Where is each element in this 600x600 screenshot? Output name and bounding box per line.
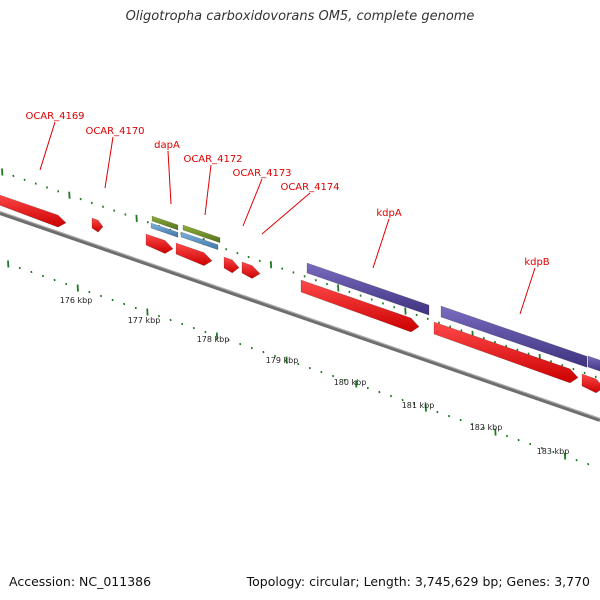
operon-band-cont	[587, 355, 600, 372]
cds-arrow-kdpA	[300, 279, 420, 333]
gene-label-kdpB: kdpB	[524, 257, 549, 268]
gene-label-kdpA: kdpA	[376, 208, 401, 219]
scale-label: 182 kbp	[470, 423, 503, 432]
cds-arrow-OCAR_4172	[175, 242, 213, 266]
leader-line-OCAR-4169	[39, 121, 56, 171]
page-title: Oligotropha carboxidovorans OM5, complet…	[125, 9, 475, 24]
leader-line-OCAR-4173	[242, 178, 263, 227]
scale-label: 177 kbp	[128, 316, 161, 325]
tick-rows	[1, 168, 597, 466]
leader-line-OCAR-4174	[261, 192, 311, 235]
backbone-highlight	[0, 211, 600, 419]
cds-arrow-OCAR_4174	[241, 261, 261, 279]
gene-label-OCAR-4170: OCAR_4170	[85, 126, 144, 137]
backbone-layer	[0, 211, 600, 422]
cds-arrow-OCAR_4169	[0, 194, 67, 228]
trna-band-2	[180, 231, 219, 251]
cds-arrow-cont	[581, 373, 600, 394]
cds-arrow-OCAR_4173	[223, 256, 240, 274]
accession-text: Accession: NC_011386	[9, 574, 152, 589]
gene-label-OCAR-4174: OCAR_4174	[280, 182, 339, 193]
leader-line-kdpB	[519, 267, 536, 315]
scale-label: 181 kbp	[402, 401, 435, 410]
leader-line-dapA	[167, 150, 172, 205]
operon-band-kdpA	[306, 262, 430, 316]
scale-label: 180 kbp	[334, 378, 367, 387]
scale-label: 176 kbp	[60, 296, 93, 305]
gene-label-OCAR-4173: OCAR_4173	[232, 168, 291, 179]
feature-layer	[0, 194, 600, 394]
scale-layer: 176 kbp 177 kbp 178 kbp 179 kbp 180 kbp 181 k…	[60, 296, 570, 456]
scale-label: 179 kbp	[266, 356, 299, 365]
trna-band-1	[150, 222, 179, 238]
cds-arrow-dapA	[145, 233, 174, 254]
leader-line-OCAR-4172	[204, 164, 212, 216]
cds-arrow-kdpB	[433, 321, 579, 384]
leader-line-OCAR-4170	[104, 136, 114, 189]
operon-band-kdpB	[440, 305, 588, 368]
backbone-line	[0, 211, 600, 422]
leader-line-kdpA	[372, 218, 390, 269]
rrna-band-1	[151, 215, 179, 231]
cds-arrow-OCAR_4170	[91, 217, 104, 233]
rrna-band-2	[182, 224, 221, 244]
scale-label: 178 kbp	[197, 335, 230, 344]
scale-label: 183 kbp	[537, 447, 570, 456]
gene-label-dapA: dapA	[154, 140, 180, 151]
genome-summary-text: Topology: circular; Length: 3,745,629 bp…	[246, 574, 590, 589]
gene-label-OCAR-4172: OCAR_4172	[183, 154, 242, 165]
gene-label-OCAR-4169: OCAR_4169	[25, 111, 84, 122]
